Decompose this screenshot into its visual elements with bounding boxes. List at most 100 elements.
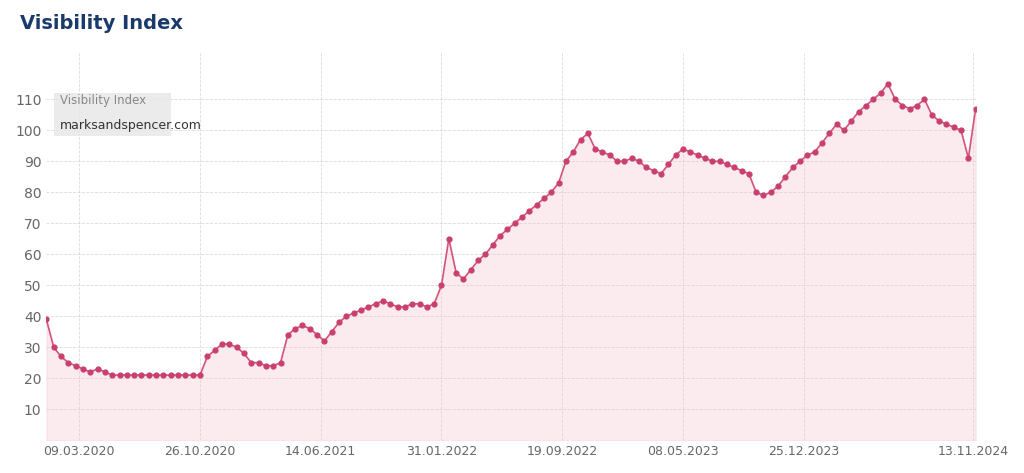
Point — [360, 303, 377, 311]
Point — [799, 151, 815, 159]
Point — [112, 371, 128, 379]
Point — [419, 303, 435, 311]
Point — [901, 105, 918, 113]
Point — [587, 145, 603, 153]
Point — [777, 173, 794, 181]
Point — [828, 120, 845, 128]
Point — [594, 148, 610, 156]
Point — [514, 213, 530, 221]
Point — [316, 337, 333, 345]
Point — [140, 371, 157, 379]
Point — [265, 362, 282, 369]
Point — [843, 117, 859, 125]
Point — [440, 235, 457, 243]
Point — [682, 148, 698, 156]
Point — [550, 179, 566, 187]
Point — [243, 359, 259, 367]
Point — [382, 300, 398, 307]
Point — [45, 343, 61, 351]
Point — [126, 371, 142, 379]
Point — [916, 96, 933, 103]
Point — [368, 300, 384, 307]
Point — [492, 232, 508, 239]
Point — [872, 89, 889, 97]
Point — [807, 148, 823, 156]
Point — [331, 319, 347, 326]
Point — [258, 362, 274, 369]
Point — [770, 182, 786, 190]
Point — [740, 170, 757, 177]
Point — [756, 192, 772, 199]
Point — [536, 195, 552, 202]
Point — [528, 201, 545, 209]
Point — [968, 105, 984, 113]
Point — [221, 340, 238, 348]
Point — [880, 80, 896, 88]
Point — [961, 154, 977, 162]
Point — [104, 371, 121, 379]
Point — [433, 281, 450, 289]
Point — [82, 368, 98, 376]
Point — [638, 164, 654, 171]
Point — [191, 371, 208, 379]
Point — [763, 188, 779, 196]
Point — [156, 371, 172, 379]
Point — [558, 158, 574, 165]
Point — [938, 120, 954, 128]
Point — [163, 371, 179, 379]
Point — [456, 275, 472, 283]
Point — [324, 328, 340, 335]
Point — [309, 331, 326, 339]
Point — [280, 331, 296, 339]
Point — [133, 371, 150, 379]
Point — [631, 158, 647, 165]
Point — [705, 158, 721, 165]
Point — [675, 145, 691, 153]
Point — [733, 167, 750, 175]
FancyBboxPatch shape — [53, 93, 171, 137]
Point — [719, 161, 735, 168]
Text: Visibility Index: Visibility Index — [20, 14, 183, 33]
Text: Visibility Index: Visibility Index — [60, 94, 146, 107]
Point — [931, 117, 947, 125]
Point — [543, 188, 559, 196]
Point — [404, 300, 421, 307]
Point — [616, 158, 633, 165]
Point — [858, 102, 874, 109]
Point — [850, 108, 866, 115]
Point — [338, 313, 354, 320]
Point — [792, 158, 808, 165]
Point — [696, 154, 713, 162]
Point — [53, 353, 70, 360]
Point — [38, 315, 54, 323]
Text: marksandspencer.com: marksandspencer.com — [60, 119, 202, 132]
Point — [68, 362, 84, 369]
Point — [521, 207, 538, 215]
Point — [214, 340, 230, 348]
Point — [602, 151, 618, 159]
Point — [924, 111, 940, 119]
Point — [609, 158, 626, 165]
Point — [712, 158, 728, 165]
Point — [580, 130, 596, 137]
Point — [447, 269, 464, 277]
Point — [507, 219, 523, 227]
Point — [668, 151, 684, 159]
Point — [294, 322, 310, 329]
Point — [177, 371, 194, 379]
Point — [645, 167, 662, 175]
Point — [814, 139, 830, 147]
Point — [726, 164, 742, 171]
Point — [660, 161, 677, 168]
Point — [375, 297, 391, 305]
Point — [784, 164, 801, 171]
Point — [499, 226, 515, 233]
Point — [272, 359, 289, 367]
Point — [887, 96, 903, 103]
Point — [412, 300, 428, 307]
Point — [119, 371, 135, 379]
Point — [345, 309, 361, 317]
Point — [821, 130, 838, 137]
Point — [565, 148, 582, 156]
Point — [396, 303, 413, 311]
